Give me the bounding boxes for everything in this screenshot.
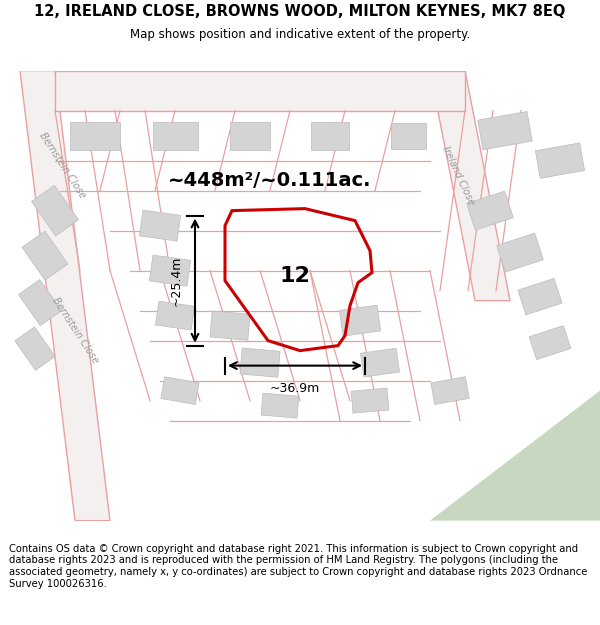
Polygon shape	[70, 122, 120, 149]
Polygon shape	[210, 311, 250, 340]
Polygon shape	[261, 393, 299, 418]
Polygon shape	[431, 377, 469, 404]
Polygon shape	[19, 279, 62, 326]
Text: 12: 12	[280, 266, 310, 286]
Polygon shape	[20, 71, 110, 521]
Text: ~36.9m: ~36.9m	[270, 382, 320, 394]
Text: Map shows position and indicative extent of the property.: Map shows position and indicative extent…	[130, 28, 470, 41]
Polygon shape	[240, 348, 280, 378]
Text: ~448m²/~0.111ac.: ~448m²/~0.111ac.	[168, 171, 372, 190]
Polygon shape	[149, 255, 191, 286]
Polygon shape	[55, 71, 465, 111]
Polygon shape	[529, 326, 571, 359]
Polygon shape	[161, 377, 199, 404]
Text: Bernstein Close: Bernstein Close	[50, 296, 100, 366]
Polygon shape	[31, 186, 79, 236]
Polygon shape	[139, 210, 181, 241]
Polygon shape	[311, 122, 349, 149]
Text: ~25.4m: ~25.4m	[170, 256, 183, 306]
Polygon shape	[152, 122, 197, 149]
Text: Contains OS data © Crown copyright and database right 2021. This information is : Contains OS data © Crown copyright and d…	[9, 544, 587, 589]
Polygon shape	[230, 122, 270, 149]
Polygon shape	[430, 391, 600, 521]
Polygon shape	[467, 191, 514, 230]
Text: Bernstein Close: Bernstein Close	[37, 131, 87, 201]
Polygon shape	[155, 301, 194, 330]
Text: Ireland Close: Ireland Close	[440, 144, 476, 207]
Polygon shape	[15, 327, 55, 370]
Text: 12, IRELAND CLOSE, BROWNS WOOD, MILTON KEYNES, MK7 8EQ: 12, IRELAND CLOSE, BROWNS WOOD, MILTON K…	[34, 4, 566, 19]
Polygon shape	[340, 305, 380, 336]
Polygon shape	[391, 122, 425, 149]
Polygon shape	[535, 143, 584, 178]
Polygon shape	[518, 278, 562, 315]
Polygon shape	[351, 388, 389, 413]
Polygon shape	[22, 231, 68, 280]
Polygon shape	[497, 233, 544, 272]
Polygon shape	[478, 111, 532, 150]
Polygon shape	[430, 71, 510, 301]
Polygon shape	[361, 348, 400, 377]
